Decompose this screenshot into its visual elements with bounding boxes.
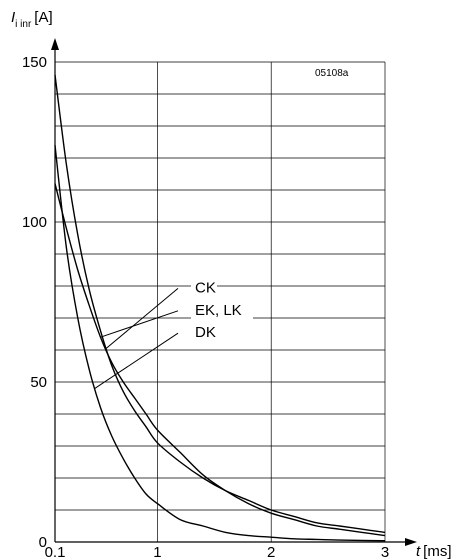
annotation-leader: [94, 332, 179, 389]
annotation-bg: [191, 324, 217, 342]
annotation-leader: [105, 288, 179, 349]
y-axis-subscript: i inr: [15, 19, 32, 30]
series-label: EK, LK: [195, 302, 242, 319]
series-label: CK: [195, 279, 216, 296]
tick-labels: 0 50 100 150 0.1 1 2 3: [22, 54, 389, 560]
annotation-bg: [191, 301, 253, 319]
x-axis-arrow: [405, 538, 417, 546]
x-axis-unit: [ms]: [423, 543, 451, 560]
x-tick-label: 2: [267, 544, 275, 560]
x-tick-label: 0.1: [45, 544, 66, 560]
series-label: DK: [195, 324, 216, 341]
y-tick-label: 150: [22, 54, 47, 71]
y-tick-label: 100: [22, 214, 47, 231]
x-axis-label: t [ms]: [416, 543, 452, 560]
series-line-ek-lk: [54, 183, 386, 537]
annotation-leader: [100, 310, 179, 338]
y-axis-symbol: I: [11, 9, 15, 26]
y-tick-label: 50: [30, 374, 47, 391]
series-line-ck: [54, 74, 386, 534]
figure-id: 05108a: [315, 68, 349, 79]
y-axis-label: Ii inr [A]: [11, 9, 53, 30]
series-lines: [54, 74, 386, 542]
annotation-bg: [191, 279, 217, 297]
y-tick-label: 0: [39, 534, 47, 551]
grid: [55, 61, 386, 542]
y-axis-arrow: [51, 38, 59, 50]
axes: [51, 38, 417, 546]
series-annotations: CK EK, LK DK: [94, 279, 253, 389]
x-tick-label: 1: [153, 544, 161, 560]
series-line-dk: [54, 145, 386, 542]
x-axis-symbol: t: [416, 543, 421, 560]
y-axis-unit: [A]: [34, 9, 52, 26]
x-tick-label: 3: [381, 544, 389, 560]
